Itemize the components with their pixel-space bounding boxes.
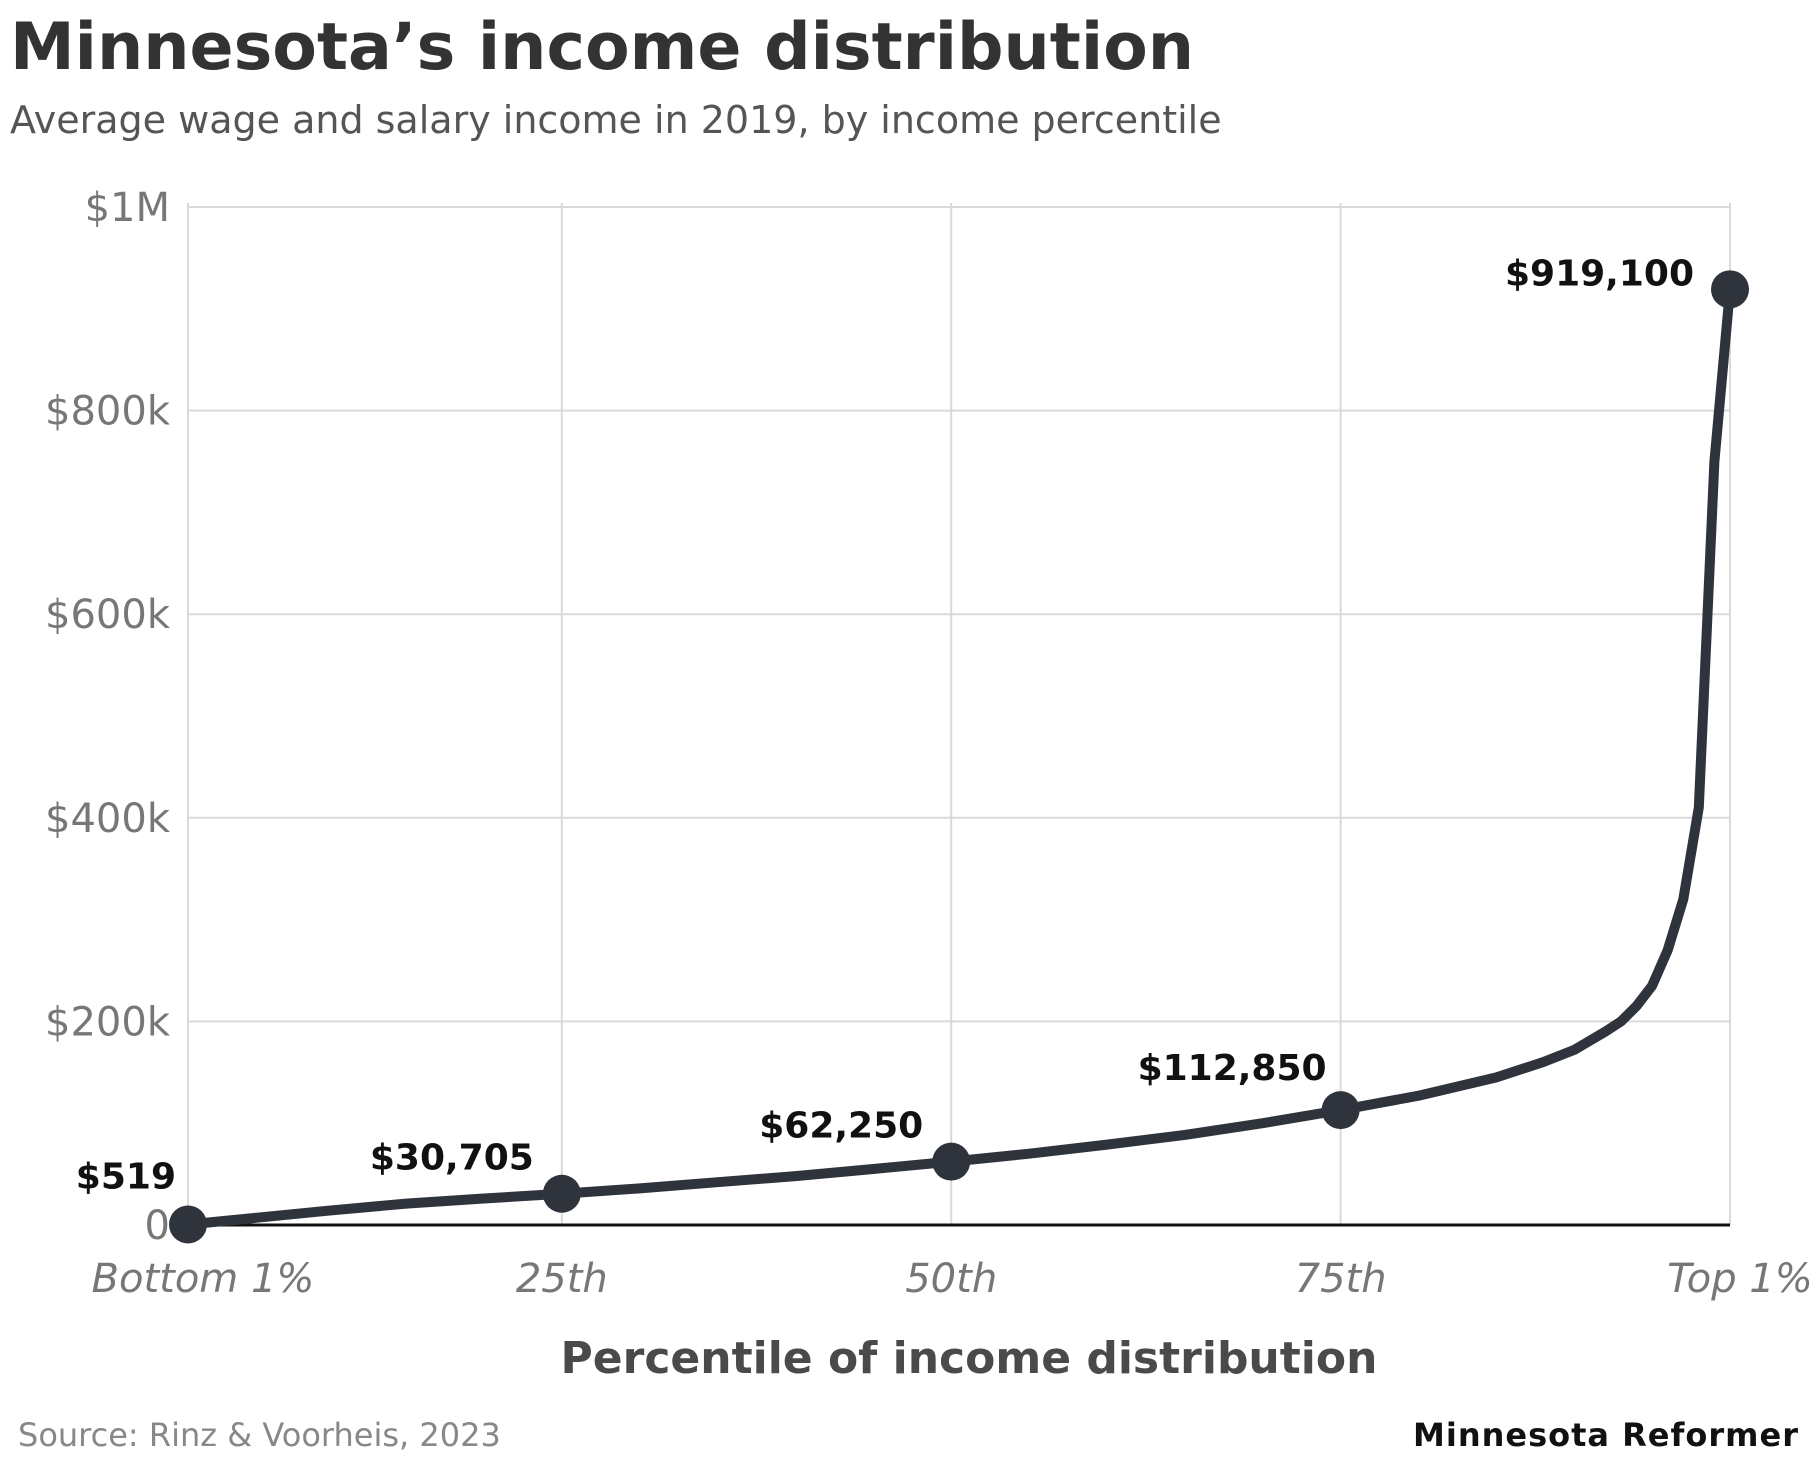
chart-title: Minnesota’s income distribution (10, 10, 1195, 85)
data-point-label: $919,100 (1505, 253, 1694, 294)
data-point-marker (169, 1205, 207, 1244)
x-tick-label: Bottom 1% (92, 1256, 315, 1302)
x-tick-label: 25th (516, 1256, 608, 1302)
data-point-label: $519 (76, 1156, 176, 1197)
data-labels: $519 $30,705 $62,250 $112,850 $919,100 (76, 253, 1694, 1197)
data-point-marker (1711, 270, 1749, 309)
income-series-line (183, 284, 1735, 1230)
axes: 0 $200k $400k $600k $800k $1M Bottom 1% 25th 50t… (45, 185, 1813, 1302)
x-axis-title: Percentile of income distribution (561, 1333, 1378, 1384)
x-tick-label: 50th (905, 1256, 997, 1302)
x-tick-label: 75th (1295, 1256, 1387, 1302)
x-tick-label: Top 1% (1667, 1256, 1813, 1302)
source-note: Source: Rinz & Voorheis, 2023 (18, 1416, 501, 1454)
y-tick-label: $600k (45, 592, 171, 638)
data-series (183, 284, 1735, 1230)
y-tick-label: $1M (85, 185, 170, 231)
y-tick-label: $200k (45, 999, 171, 1045)
data-point-label: $62,250 (759, 1106, 923, 1147)
grid-lines (187, 203, 1731, 1225)
data-point-label: $112,850 (1138, 1048, 1327, 1089)
data-point-marker (932, 1142, 971, 1181)
y-tick-label: $400k (45, 796, 171, 842)
y-tick-label: $800k (45, 389, 171, 435)
data-point-marker (1321, 1091, 1360, 1130)
data-point-label: $30,705 (370, 1138, 534, 1179)
data-points (169, 270, 1749, 1244)
chart-subtitle: Average wage and salary income in 2019, … (10, 98, 1222, 142)
data-point-marker (542, 1174, 581, 1213)
brand-credit: Minnesota Reformer (1413, 1416, 1799, 1454)
y-tick-label: 0 (145, 1203, 170, 1249)
